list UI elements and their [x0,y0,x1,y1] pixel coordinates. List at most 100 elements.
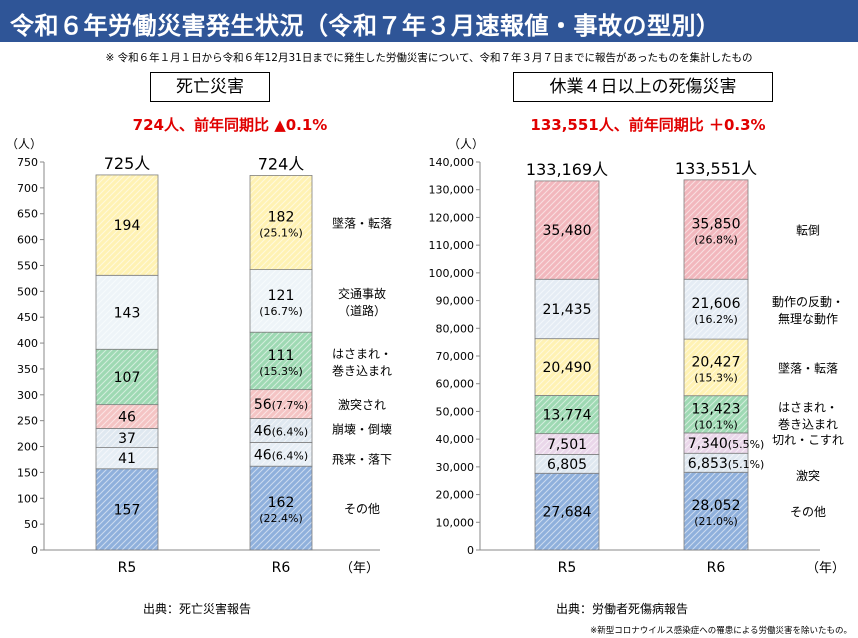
data-label-fall-R5: 20,490 [543,360,592,376]
data-label-traffic-R6: 121 [268,288,295,304]
series-name-collision: 激突され [338,397,386,412]
y-tick-label: 40,000 [436,433,475,446]
series-name-caught: 巻き込まれ [778,417,838,431]
y-tick-label: 90,000 [436,295,475,308]
y-tick-label: 130,000 [429,184,475,197]
data-label-collision-R6: 56(7.7%) [254,397,308,413]
right-source: 出典：労働者死傷病報告 [556,602,689,616]
y-tick-label: 200 [17,441,38,454]
percent-label-caught-R6: (15.3%) [259,365,303,378]
data-label-fall-R6: 20,427 [692,354,741,370]
series-name-other: その他 [344,502,380,516]
bar-segment-tumble-R5 [534,180,600,280]
series-name-caught: 巻き込まれ [332,364,392,378]
value-text: 46 [254,423,272,439]
percent-text: (5.5%) [728,438,765,451]
y-tick-label: 60,000 [436,378,475,391]
left-summary: 724人、前年同期比 ▲0.1% [132,116,328,134]
x-tick-label-R6: R6 [707,560,726,576]
y-tick-label: 250 [17,415,38,428]
y-tick-label: 110,000 [429,239,475,252]
bar-segment-traffic-R5 [95,274,159,350]
series-name-tumble: 転倒 [796,224,820,238]
bar-segment-caught-R6 [683,395,749,434]
bar-segment-collision-R6 [249,389,313,419]
data-label-flying-R5: 41 [118,451,136,467]
series-name-caught: はさまれ・ [778,400,838,414]
percent-label-other-R6: (21.0%) [694,515,738,528]
bar-segment-fall-R6 [249,175,313,271]
data-label-collision-R5: 6,805 [547,457,587,473]
bar-segment-traffic-R6 [249,269,313,333]
series-name-other: その他 [790,505,826,519]
x-tick-label-R5: R5 [558,560,577,576]
percent-label-caught-R6: (10.1%) [694,418,738,431]
series-name-flying: 飛来・落下 [332,452,392,466]
value-text: 56 [254,397,272,413]
data-label-cut-R6: 7,340(5.5%) [688,436,765,452]
bar-segment-caught-R6 [249,331,313,391]
y-tick-label: 600 [17,234,38,247]
y-tick-label: 700 [17,182,38,195]
bar-segment-other-R5 [95,468,159,551]
data-label-caught-R5: 107 [114,370,141,386]
percent-label-fall-R6: (25.1%) [259,227,303,240]
data-label-collision-R6: 6,853(5.1%) [688,456,765,472]
y-axis-unit: （人） [6,137,42,151]
y-tick-label: 750 [17,156,38,169]
total-label-R5: 133,169人 [526,160,608,179]
data-label-collapse-R5: 37 [118,431,136,447]
title-bar: 令和６年労働災害発生状況（令和７年３月速報値・事故の型別） [0,0,858,42]
series-name-fall: 墜落・転落 [332,216,392,231]
series-name-collision: 激突 [796,468,820,483]
data-label-cut-R5: 7,501 [547,437,587,453]
percent-label-traffic-R6: (16.7%) [259,305,303,318]
bar-segment-other-R6 [249,465,313,551]
page-title: 令和６年労働災害発生状況（令和７年３月速報値・事故の型別） [10,12,721,40]
series-name-fall: 墜落・転落 [778,360,838,375]
y-tick-label: 650 [17,208,38,221]
percent-text: (6.4%) [272,449,309,462]
data-label-motion-R6: 21,606 [692,296,741,312]
bar-segment-caught-R5 [534,395,600,435]
data-label-collision-R5: 46 [118,410,136,426]
y-tick-label: 80,000 [436,322,475,335]
y-tick-label: 50,000 [436,405,475,418]
percent-label-tumble-R6: (26.8%) [694,234,738,247]
bar-segment-tumble-R6 [683,179,749,280]
y-tick-label: 100,000 [429,267,475,280]
y-tick-label: 0 [31,544,38,557]
y-axis-unit: （人） [448,137,484,151]
data-label-flying-R6: 46(6.4%) [254,447,308,463]
bar-segment-caught-R5 [95,348,159,406]
bar-segment-other-R6 [683,471,749,551]
left-panel-title: 死亡災害 [150,72,270,102]
left-source: 出典：死亡災害報告 [143,602,252,616]
percent-label-fall-R6: (15.3%) [694,371,738,384]
series-name-motion: 無理な動作 [778,311,838,326]
bar-segment-fall-R5 [95,174,159,276]
y-tick-label: 350 [17,363,38,376]
value-text: 6,853 [688,456,728,472]
percent-text: (5.1%) [728,458,765,471]
data-label-caught-R5: 13,774 [543,408,592,424]
total-label-R6: 133,551人 [675,159,757,178]
collection-note: ※ 令和６年１月１日から令和６年12月31日までに発生した労働災害について、令和… [105,52,753,64]
series-name-traffic: （道路） [338,303,386,318]
value-text: 7,340 [688,436,728,452]
data-label-tumble-R5: 35,480 [543,223,592,239]
fatal-accident-chart: （人） 0 50 100 150 200 250 300 350 400 450 500 550 600 6… [6,137,392,576]
x-tick-label-R6: R6 [272,560,291,576]
data-label-fall-R5: 194 [114,218,141,234]
total-label-R5: 725人 [104,154,151,173]
data-label-tumble-R6: 35,850 [692,217,741,233]
bar-segment-motion-R5 [534,278,600,340]
y-tick-label: 100 [17,492,38,505]
percent-label-motion-R6: (16.2%) [694,313,738,326]
series-name-traffic: 交通事故 [338,286,386,301]
injury-accident-chart: （人） 0 10,000 20,000 30,000 40,000 50,000 60,000… [429,137,846,576]
percent-text: (7.7%) [272,399,309,412]
y-tick-label: 0 [467,544,474,557]
bar-segment-motion-R6 [683,278,749,340]
data-label-traffic-R5: 143 [114,305,141,321]
